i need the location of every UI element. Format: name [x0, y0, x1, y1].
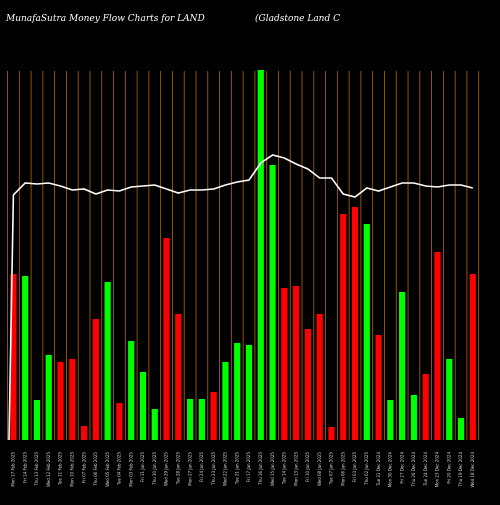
- date-label: Tue 07 Jan 2025: [329, 452, 334, 486]
- bar: [80, 426, 88, 440]
- bar: [198, 399, 205, 440]
- date-label: Fri 17 Jan 2025: [246, 452, 251, 482]
- date-labels: Mon 17 Feb 2025 Fri 14 Feb 2025 Thu 13 Feb…: [11, 452, 475, 488]
- bar: [45, 355, 52, 440]
- date-label: Tue 28 Jan 2025: [176, 452, 181, 486]
- bar: [281, 288, 288, 440]
- bar: [446, 359, 453, 440]
- bar: [269, 165, 276, 440]
- date-label: Tue 04 Feb 2025: [117, 452, 122, 486]
- date-label: Wed 29 Jan 2025: [164, 452, 169, 486]
- bar: [128, 341, 135, 440]
- bar: [57, 362, 64, 440]
- bar: [316, 314, 323, 440]
- date-label: Fri 24 Jan 2025: [199, 452, 204, 482]
- bar: [340, 214, 347, 440]
- date-label: Fri 27 Dec 2024: [399, 452, 404, 484]
- bar: [304, 329, 311, 440]
- date-label: Wed 22 Jan 2025: [223, 452, 228, 486]
- date-label: Wed 08 Jan 2025: [317, 452, 322, 486]
- bar: [457, 418, 465, 440]
- money-flow-line-layer: [8, 154, 473, 441]
- money-flow-line: [8, 154, 473, 441]
- bar: [234, 343, 241, 440]
- bar: [257, 70, 264, 440]
- chart-title: MunafaSutra Money Flow Charts for LAND: [5, 14, 205, 24]
- bar: [410, 395, 418, 440]
- date-label: Fri 07 Feb 2025: [81, 452, 86, 483]
- date-label: Fri 14 Feb 2025: [22, 452, 27, 483]
- money-flow-bars: [10, 70, 476, 440]
- date-label: Tue 14 Jan 2025: [282, 452, 287, 486]
- date-label: Wed 15 Jan 2025: [270, 452, 275, 486]
- date-label: Mon 10 Feb 2025: [70, 452, 75, 487]
- bar: [33, 400, 41, 440]
- date-label: Mon 06 Jan 2025: [340, 452, 345, 486]
- bar: [187, 399, 194, 440]
- date-label: Fri 31 Jan 2025: [140, 452, 145, 482]
- bar: [293, 286, 300, 440]
- date-label: Wed 05 Feb 2025: [105, 452, 110, 487]
- bar: [363, 224, 370, 440]
- bar: [151, 409, 158, 440]
- date-label: Tue 21 Jan 2025: [234, 452, 239, 486]
- bar: [210, 392, 217, 440]
- date-label: Tue 11 Feb 2025: [58, 452, 63, 486]
- chart-subtitle: (Gladstone Land C: [255, 13, 340, 24]
- date-label: Thu 02 Jan 2025: [364, 452, 369, 486]
- date-label: Fri 03 Jan 2025: [352, 452, 357, 482]
- bar: [434, 252, 441, 440]
- bar: [69, 359, 76, 440]
- bar: [422, 374, 429, 440]
- bar: [116, 403, 123, 440]
- bar: [163, 238, 170, 440]
- bar: [375, 335, 382, 440]
- date-label: Wed 18 Dec 2024: [470, 452, 475, 488]
- bar: [175, 314, 182, 440]
- bar: [10, 274, 17, 440]
- date-label: Thu 16 Jan 2025: [258, 452, 263, 486]
- date-label: Mon 23 Dec 2024: [435, 452, 440, 488]
- date-label: Thu 26 Dec 2024: [411, 452, 416, 488]
- date-label: Thu 13 Feb 2025: [34, 452, 39, 487]
- bar: [245, 345, 253, 440]
- date-label: Mon 27 Jan 2025: [187, 452, 192, 486]
- date-label: Tue 24 Dec 2024: [423, 452, 428, 487]
- date-label: Thu 19 Dec 2024: [458, 452, 463, 488]
- bar: [22, 276, 29, 440]
- date-label: Tue 31 Dec 2024: [376, 452, 381, 487]
- bar: [469, 274, 476, 440]
- date-label: Fri 20 Dec 2024: [446, 452, 451, 484]
- bar: [139, 372, 147, 440]
- date-label: Mon 13 Jan 2025: [293, 452, 298, 486]
- date-label: Fri 10 Jan 2025: [305, 452, 310, 482]
- bar: [92, 319, 99, 440]
- date-label: Thu 23 Jan 2025: [211, 452, 216, 486]
- bar: [328, 427, 335, 440]
- vertical-grid: [7, 71, 480, 440]
- date-label: Mon 03 Feb 2025: [128, 452, 133, 487]
- bar: [387, 400, 394, 440]
- bar: [104, 282, 111, 440]
- date-label: Wed 12 Feb 2025: [46, 452, 51, 487]
- date-label: Thu 06 Feb 2025: [93, 452, 98, 487]
- bar: [399, 292, 406, 440]
- bar: [222, 362, 229, 440]
- date-label: Mon 30 Dec 2024: [388, 452, 393, 488]
- bar: [351, 207, 359, 440]
- date-label: Mon 17 Feb 2025: [11, 452, 16, 487]
- date-label: Thu 30 Jan 2025: [152, 452, 157, 486]
